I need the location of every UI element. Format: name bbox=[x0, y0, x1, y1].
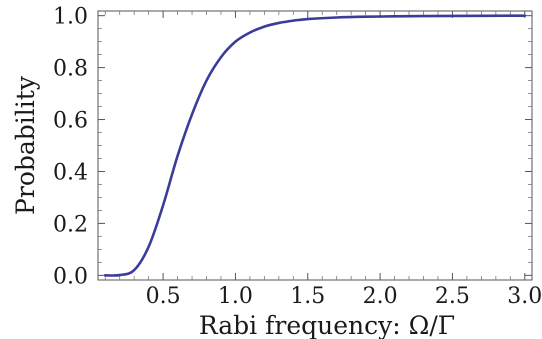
x-tick-label: 1.0 bbox=[218, 284, 253, 309]
y-tick-label: 0.2 bbox=[53, 212, 88, 237]
plot-area-border bbox=[97, 10, 533, 281]
x-axis-title: Rabi frequency: Ω/Γ bbox=[199, 311, 455, 339]
x-tick-label: 0.5 bbox=[146, 284, 181, 309]
series-line-0 bbox=[103, 14, 527, 277]
x-tick-label: 3.0 bbox=[507, 284, 542, 309]
y-tick-label: 0.8 bbox=[53, 57, 88, 82]
y-axis-title: Probability bbox=[11, 75, 40, 215]
y-tick-labels: 0.0 0.2 0.4 0.6 0.8 1.0 bbox=[53, 5, 88, 290]
x-tick-label: 2.5 bbox=[435, 284, 470, 309]
y-tick-label: 0.4 bbox=[53, 160, 88, 185]
x-tick-label: 1.5 bbox=[290, 284, 325, 309]
axis-ticks bbox=[98, 11, 532, 280]
plot-frame bbox=[97, 10, 533, 281]
y-tick-label: 0.6 bbox=[53, 109, 88, 134]
series-layer bbox=[103, 14, 527, 277]
x-tick-label: 2.0 bbox=[363, 284, 398, 309]
x-tick-labels: 0.5 1.0 1.5 2.0 2.5 3.0 bbox=[146, 284, 542, 309]
y-tick-label: 0.0 bbox=[53, 264, 88, 289]
y-tick-label: 1.0 bbox=[53, 5, 88, 30]
